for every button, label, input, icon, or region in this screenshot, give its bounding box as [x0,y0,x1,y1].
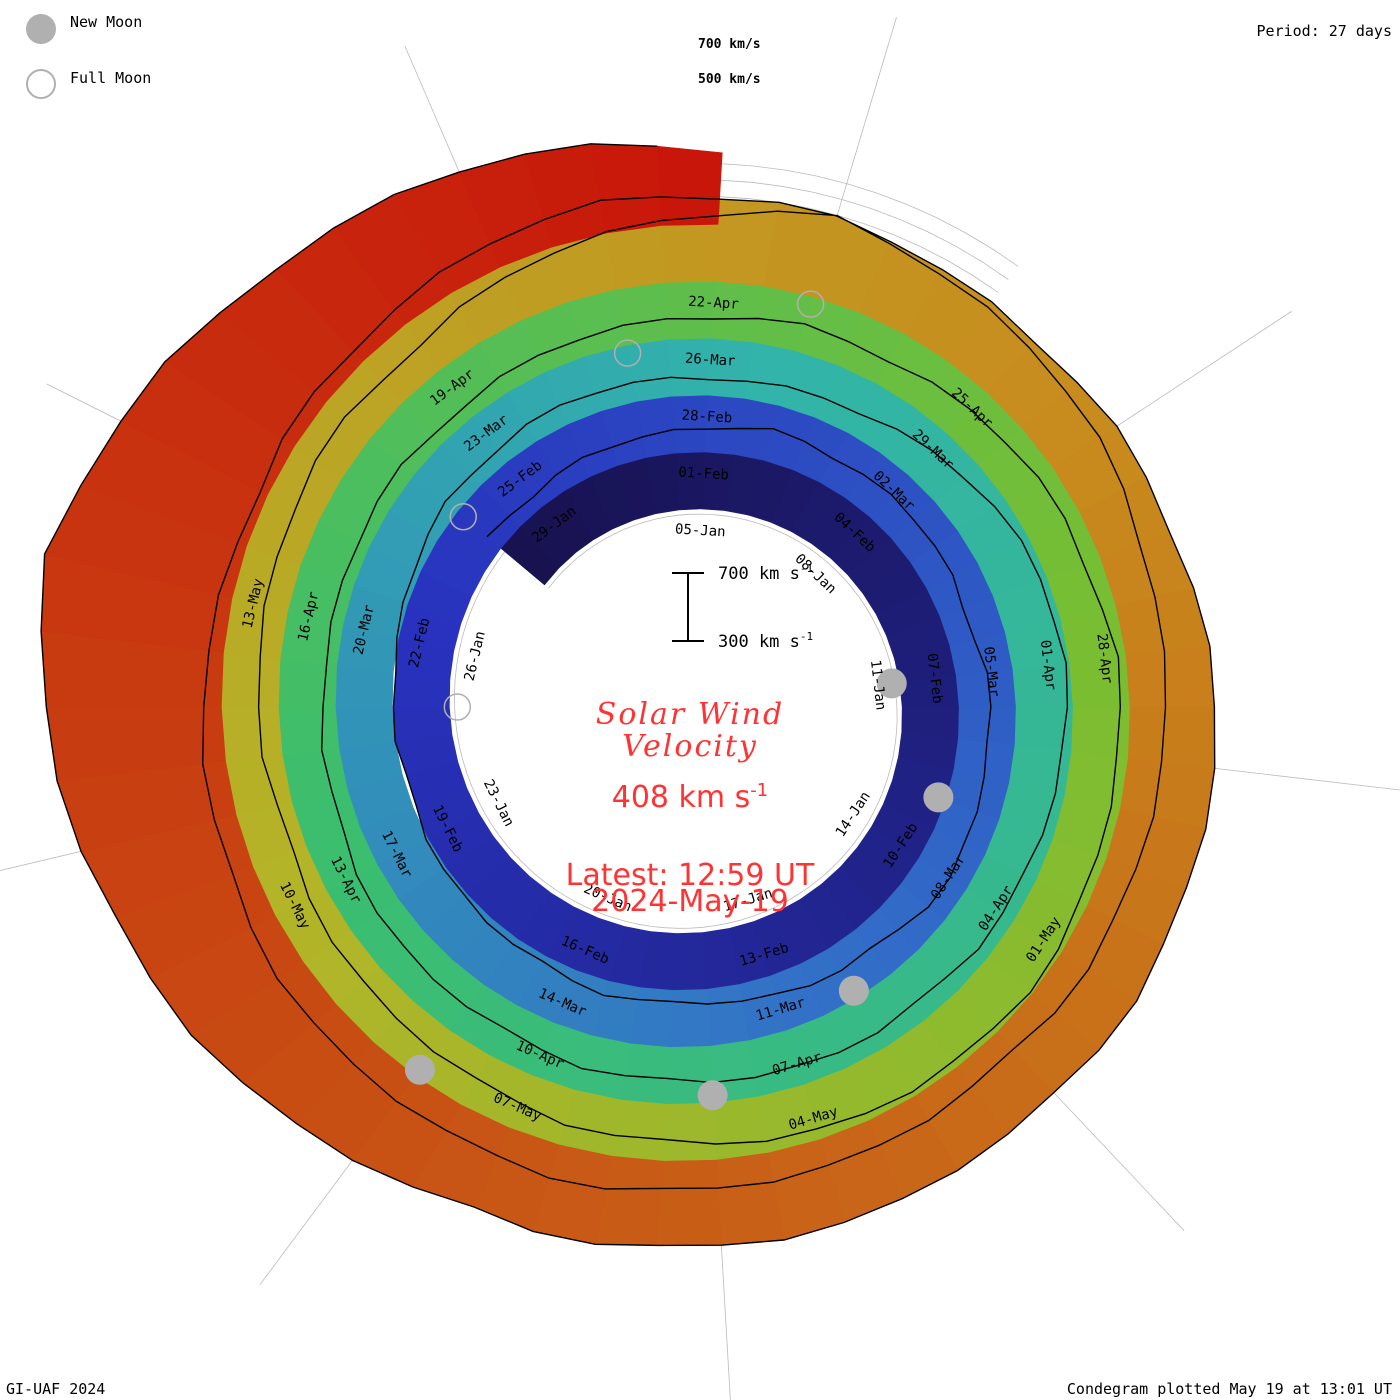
scale-bar-top-label: 700 km s-1 [718,562,813,584]
date-label: 26-Jan [462,630,489,683]
scale-label-700: 700 km/s [698,37,761,52]
current-speed-exponent: -1 [750,780,769,801]
velocity-wedges [40,143,1216,1246]
current-speed: 408 km s-1 [500,776,880,813]
full-moon-label: Full Moon [70,69,152,87]
date-label: 01-Feb [678,465,729,484]
date-label: 26-Mar [684,351,735,370]
full-moon-marker [613,339,642,367]
chart-title-line1: Solar Wind [595,697,785,732]
new-moon-label: New Moon [70,13,143,31]
velocity-segment [1127,706,1216,769]
scale-bar-bottom-label: 300 km s-1 [718,630,813,652]
new-moon-marker [923,782,954,813]
moon-markers [404,290,954,1111]
date-label: 22-Apr [688,294,739,313]
velocity-segment [658,1159,722,1246]
new-moon-marker [838,975,869,1006]
full-moon-marker [449,502,478,531]
date-label: 28-Apr [1093,633,1115,685]
latest-date: 2024-May-19 [591,884,789,919]
date-label: 07-Feb [924,652,946,704]
new-moon-marker [876,668,907,699]
scale-label-500: 500 km/s [698,72,761,87]
date-label: 11-Jan [867,659,889,711]
new-moon-icon [26,14,56,44]
date-label: 05-Jan [675,521,726,540]
chart-title-line2: Velocity [622,729,758,764]
date-label: 01-Apr [1037,639,1059,691]
new-moon-marker [697,1080,728,1111]
full-moon-marker [796,290,825,318]
velocity-outline [40,143,1216,1247]
velocity-trace [40,143,1216,1247]
footer-credit: GI-UAF 2024 [6,1380,106,1398]
outer-scale-labels: 700 km/s 500 km/s [698,37,761,87]
full-moon-icon [26,69,56,99]
date-label: 05-Mar [980,646,1002,698]
velocity-segment [1125,645,1215,708]
scale-bar: 700 km s-1 300 km s-1 [672,562,813,652]
velocity-segment [657,145,723,226]
period-label: Period: 27 days [1256,22,1392,40]
date-label: 28-Feb [681,408,732,427]
full-moon-marker [443,693,472,721]
latest-time: Latest: 12:59 UT [565,858,815,893]
new-moon-marker [404,1054,435,1085]
current-speed-value: 408 km s [611,780,751,815]
footer-plot-time: Condegram plotted May 19 at 13:01 UT [1066,1380,1392,1398]
